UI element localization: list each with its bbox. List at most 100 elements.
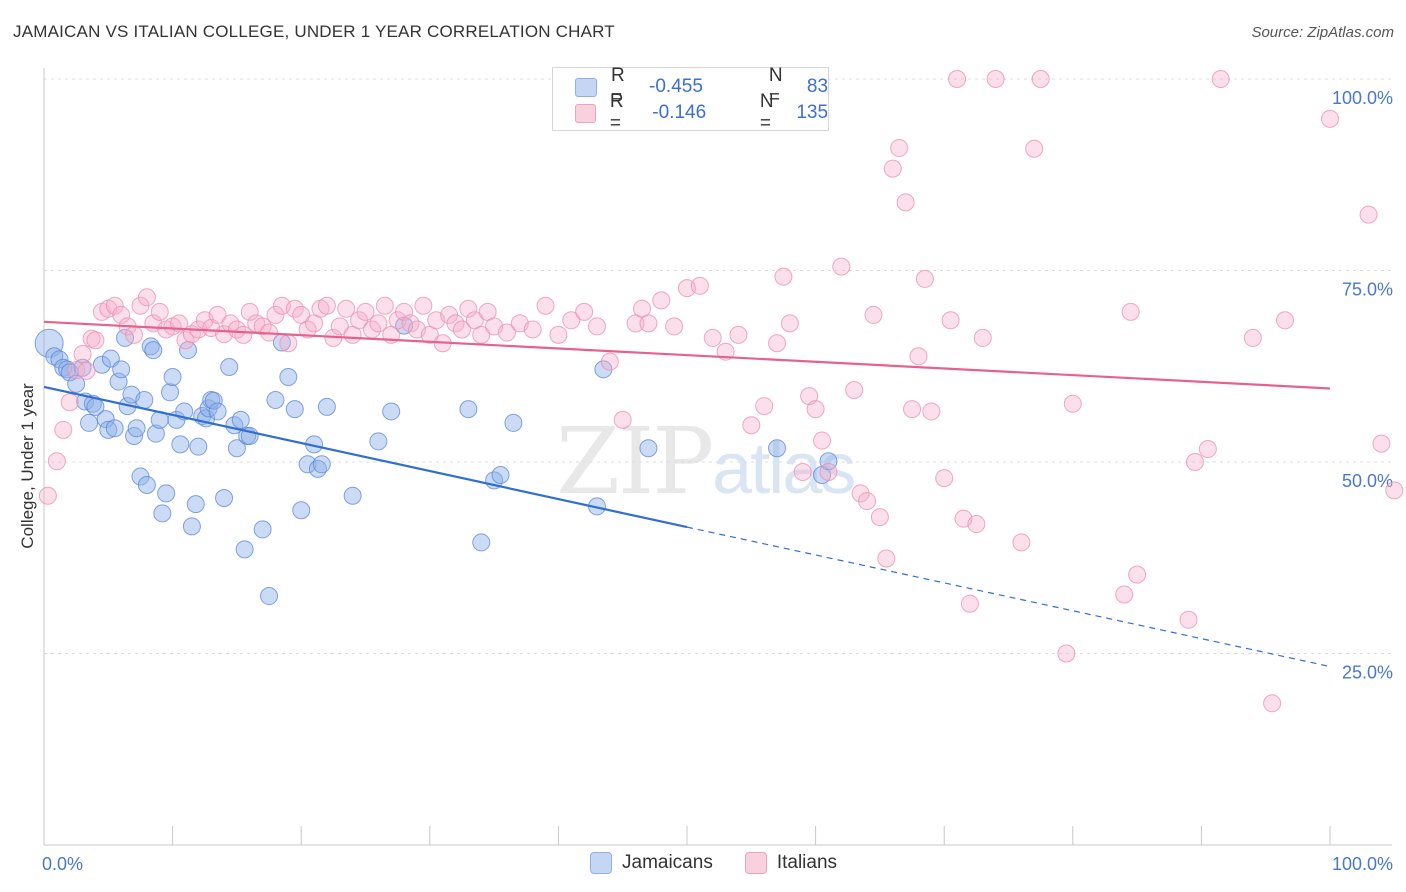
italians-point bbox=[941, 311, 960, 330]
correlation-legend: R = -0.455 N = 83 R = -0.146 N = 135 bbox=[552, 65, 829, 134]
italians-point bbox=[1198, 439, 1217, 458]
chart-title: JAMAICAN VS ITALIAN COLLEGE, UNDER 1 YEA… bbox=[13, 22, 615, 41]
source-label: Source: ZipAtlas.com bbox=[1251, 24, 1394, 41]
italians-point bbox=[279, 334, 298, 353]
italians-point bbox=[851, 484, 870, 503]
italians-point bbox=[73, 344, 92, 363]
italians-point bbox=[208, 305, 227, 324]
legend-item-jamaicans: Jamaicans bbox=[590, 852, 713, 874]
italians-point bbox=[375, 296, 394, 315]
italians-point bbox=[47, 452, 66, 471]
italians-point bbox=[703, 328, 722, 347]
jamaicans-point bbox=[253, 520, 272, 539]
italians-point bbox=[768, 334, 787, 353]
italians-point bbox=[986, 70, 1005, 88]
jamaicans-point bbox=[135, 390, 154, 409]
italians-point bbox=[523, 320, 542, 339]
italians-point bbox=[1031, 70, 1050, 88]
jamaicans-point bbox=[189, 437, 208, 456]
italians-point bbox=[845, 380, 864, 399]
italians-point bbox=[1359, 205, 1378, 224]
italians-point bbox=[896, 193, 915, 212]
jamaicans-point bbox=[279, 367, 298, 386]
italians-point bbox=[452, 320, 471, 339]
jamaicans-point bbox=[34, 328, 64, 358]
italians-point bbox=[793, 462, 812, 481]
jamaicans-point bbox=[266, 390, 285, 409]
italians-point bbox=[536, 296, 555, 315]
italians-point bbox=[639, 314, 658, 333]
italians-point bbox=[935, 469, 954, 488]
jamaicans-point bbox=[298, 455, 317, 474]
legend-row-italians: R = -0.146 N = 135 bbox=[575, 91, 828, 134]
jamaicans-point bbox=[215, 489, 234, 508]
jamaicans-point bbox=[186, 495, 205, 514]
italians-point bbox=[54, 420, 73, 439]
italians-point bbox=[729, 325, 748, 344]
italians-point bbox=[337, 299, 356, 318]
italians-point bbox=[105, 296, 124, 315]
italians-point bbox=[600, 352, 619, 371]
italians-point bbox=[240, 302, 259, 321]
italians-point bbox=[356, 302, 375, 321]
italians-point bbox=[832, 257, 851, 276]
italians-point bbox=[922, 402, 941, 421]
italians-point bbox=[883, 159, 902, 178]
legend-item-italians: Italians bbox=[744, 852, 838, 874]
jamaicans-point bbox=[594, 360, 613, 379]
series-legend: Jamaicans Italians bbox=[590, 852, 869, 874]
italians-legend-swatch bbox=[744, 852, 767, 874]
legend-label-jamaicans: Jamaicans bbox=[622, 852, 713, 873]
italians-point bbox=[414, 296, 433, 315]
italians-point bbox=[755, 397, 774, 416]
jamaicans-trend-extension bbox=[686, 526, 1331, 668]
x-tick-label: 100.0% bbox=[1332, 854, 1393, 874]
italians-point bbox=[890, 138, 909, 157]
jamaicans-trend-line bbox=[43, 385, 688, 529]
italians-point bbox=[472, 325, 491, 344]
italians-point bbox=[690, 276, 709, 295]
italians-point bbox=[877, 549, 896, 568]
watermark-zip: ZIP bbox=[556, 408, 714, 515]
r-label: R = bbox=[609, 91, 624, 134]
italians-point bbox=[1025, 139, 1044, 158]
italians-point bbox=[613, 410, 632, 429]
jamaicans-point bbox=[491, 466, 510, 485]
italians-point bbox=[1063, 394, 1082, 413]
jamaicans-point bbox=[127, 419, 146, 438]
italians-point bbox=[1121, 302, 1140, 321]
jamaicans-point bbox=[67, 374, 86, 393]
italians-point bbox=[1321, 109, 1339, 128]
italians-point bbox=[1128, 565, 1147, 584]
jamaicans-point bbox=[96, 410, 115, 429]
italians-point bbox=[973, 328, 992, 347]
italians-point bbox=[234, 325, 253, 344]
y-tick-label: 50.0% bbox=[1342, 471, 1393, 491]
jamaicans-point bbox=[317, 397, 336, 416]
jamaicans-point bbox=[112, 360, 131, 379]
italians-point bbox=[1115, 585, 1134, 604]
italians-point bbox=[150, 302, 169, 321]
italians-point bbox=[903, 400, 922, 419]
jamaicans-point bbox=[144, 341, 163, 360]
legend-label-italians: Italians bbox=[776, 852, 838, 873]
jamaicans-point bbox=[231, 410, 250, 429]
italians-point bbox=[38, 486, 57, 505]
jamaicans-point bbox=[285, 400, 304, 419]
y-tick-label: 75.0% bbox=[1342, 280, 1393, 300]
jamaicans-swatch bbox=[575, 77, 597, 97]
n-label: N = bbox=[768, 65, 783, 108]
jamaicans-point bbox=[312, 455, 331, 474]
jamaicans-point bbox=[146, 424, 165, 443]
italians-point bbox=[587, 317, 606, 336]
jamaicans-point bbox=[50, 350, 69, 369]
jamaicans-point bbox=[472, 533, 491, 552]
jamaicans-point bbox=[819, 452, 838, 471]
italians-point bbox=[813, 431, 832, 450]
jamaicans-legend-swatch bbox=[590, 852, 612, 874]
italians-point bbox=[1012, 533, 1031, 552]
jamaicans-point bbox=[137, 475, 156, 494]
n-label: N = bbox=[759, 91, 774, 134]
italians-point bbox=[1211, 70, 1230, 88]
italians-point bbox=[1263, 694, 1282, 713]
